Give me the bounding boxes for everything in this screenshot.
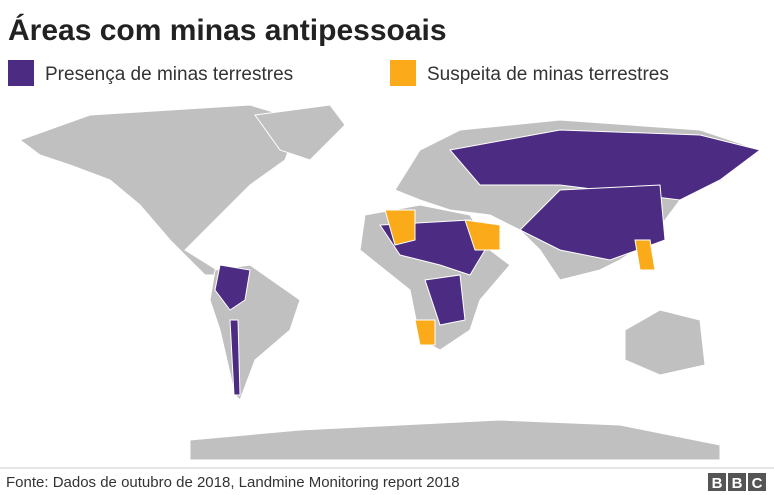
title: Áreas com minas antipessoais (8, 13, 447, 47)
legend-label: Suspeita de minas terrestres (427, 64, 669, 85)
logo-letter: B (712, 475, 723, 492)
legend-swatch (390, 60, 416, 86)
source: Fonte: Dados de outubro de 2018, Landmin… (6, 474, 460, 491)
logo-letter: C (752, 475, 763, 492)
legend-label: Presença de minas terrestres (45, 64, 293, 85)
logo-letter: B (732, 475, 743, 492)
logo: B B C (708, 473, 766, 492)
legend-swatch (8, 60, 34, 86)
world-map (18, 104, 762, 461)
